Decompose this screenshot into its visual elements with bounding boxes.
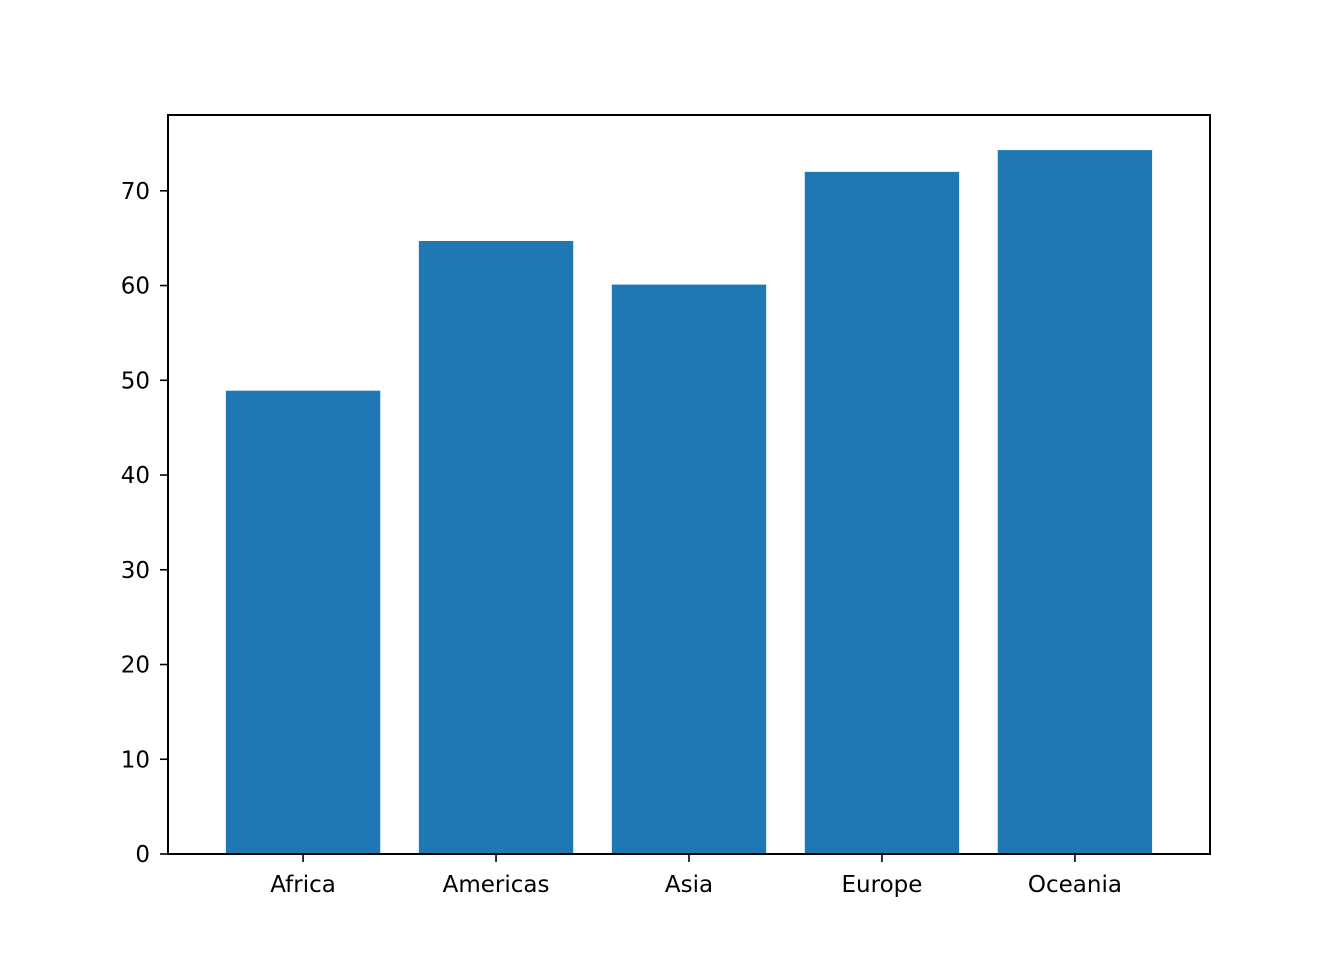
x-tick-label: Asia [665,872,713,898]
y-tick-label: 0 [135,842,150,868]
x-tick-label: Europe [842,872,923,898]
y-tick-label: 40 [121,463,150,489]
y-tick-label: 10 [121,747,150,773]
x-tick-label: Americas [443,872,550,898]
y-tick-label: 30 [121,558,150,584]
bar-africa [225,390,381,854]
bar-oceania [997,150,1153,854]
bar-europe [804,171,960,855]
x-tick-label: Oceania [1028,872,1122,898]
y-tick-label: 20 [121,653,150,679]
x-tick-label: Africa [270,872,336,898]
bar-americas [418,241,574,854]
ticks-layer: Africa Americas Asia Europe Oceania 0 10 20 30 40… [121,179,1122,898]
bar-asia [611,284,767,855]
bars-layer [225,150,1153,855]
y-tick-label: 70 [121,179,150,205]
y-tick-label: 60 [121,274,150,300]
y-tick-label: 50 [121,368,150,394]
